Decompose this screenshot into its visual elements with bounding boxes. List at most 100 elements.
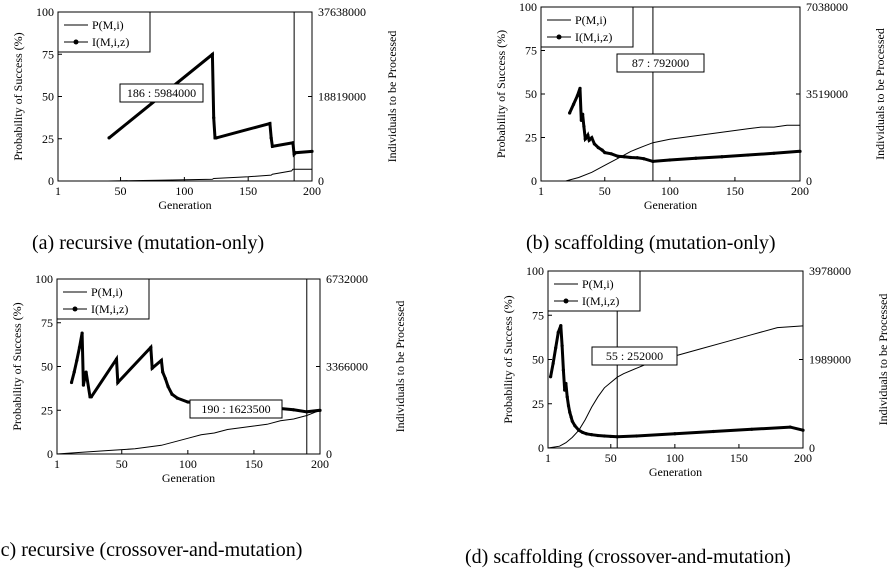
series-point-i [560, 344, 564, 348]
y2-axis-label: Individuals to be Processed [385, 31, 399, 163]
chart-panel-2: 1 50 100 150 200 0 25 50 75 100 0 3366000 6732000 Gen… [0, 265, 440, 561]
series-point-i [586, 133, 590, 137]
chart-panel-0: 1 50 100 150 200 0 25 50 75 100 0 18819000 37638000 G… [0, 0, 440, 254]
series-point-i [587, 138, 591, 142]
x-axis-label: Generation [162, 471, 215, 485]
annotation-label: 55 : 252000 [606, 349, 663, 363]
y-tick-label: 100 [519, 0, 537, 14]
series-point-i [72, 370, 76, 374]
y2-tick-label: 0 [809, 441, 815, 455]
x-tick-label: 200 [794, 451, 812, 465]
series-point-i [584, 136, 589, 140]
series-point-i [577, 428, 581, 432]
series-point-i [746, 153, 750, 157]
series-point-i [568, 111, 572, 115]
series-point-i [569, 415, 573, 419]
y2-tick-label: 37638000 [318, 5, 366, 19]
series-point-i [81, 383, 86, 387]
series-point-i [114, 357, 119, 361]
legend-label-i: I(M,i,z) [582, 294, 619, 308]
series-point-i [75, 358, 79, 363]
series-point-i [80, 331, 84, 335]
series-point-i [166, 384, 170, 389]
y2-tick-label: 6732000 [326, 272, 368, 286]
series-point-i [568, 410, 572, 415]
series-point-i [711, 429, 715, 434]
y-tick-label: 0 [538, 441, 544, 455]
series-point-i [212, 116, 216, 120]
y-tick-label: 25 [532, 397, 544, 411]
legend-marker-i [556, 34, 562, 40]
x-tick-label: 50 [605, 451, 617, 465]
series-point-i [270, 144, 275, 149]
y-axis-label: Probability of Success (%) [11, 32, 25, 160]
series-point-i [673, 432, 677, 436]
y2-tick-label: 0 [326, 447, 332, 461]
annotation-label: 190 : 1623500 [201, 402, 270, 416]
x-tick-label: 150 [245, 457, 263, 471]
y-tick-label: 75 [525, 44, 537, 58]
series-point-i [77, 345, 82, 350]
annotation-box [189, 399, 283, 419]
series-point-i [801, 428, 805, 432]
chart-panel-1: 1 50 100 150 200 0 25 50 75 100 0 3519000 7038000 Gen… [445, 0, 889, 254]
x-tick-label: 100 [179, 457, 197, 471]
series-point-i [571, 102, 576, 106]
series-point-i [175, 396, 179, 400]
series-point-i [310, 149, 314, 153]
y-tick-label: 75 [42, 47, 54, 61]
series-point-i [584, 432, 589, 436]
y2-tick-label: 3978000 [809, 265, 851, 278]
y2-axis-label: Individuals to be Processed [876, 294, 889, 426]
series-point-i [84, 370, 88, 374]
series-point-i [163, 377, 167, 381]
legend-label-i: I(M,i,z) [91, 302, 128, 316]
series-point-i [556, 330, 560, 334]
chart-svg: 1 50 100 150 2000255075100035190007038000Gen… [494, 0, 887, 212]
y2-tick-label: 0 [318, 174, 324, 188]
series-point-i [582, 125, 586, 129]
series-point-i [629, 155, 633, 160]
x-tick-label: 50 [599, 184, 611, 198]
series-point-i [600, 148, 604, 152]
y-axis-label: Probability of Success (%) [494, 30, 508, 158]
x-tick-label: 50 [115, 184, 127, 198]
legend-label-p: P(M,i) [575, 13, 607, 27]
x-axis-label: Generation [158, 198, 211, 212]
annotation-box [119, 83, 204, 103]
series-point-i [293, 151, 298, 155]
y-tick-label: 0 [47, 447, 53, 461]
panel-caption: (d) scaffolding (crossover-and-mutation) [465, 546, 791, 568]
series-line-p [56, 409, 321, 455]
y2-tick-label: 3519000 [806, 87, 848, 101]
panel-caption: (b) scaffolding (mutation-only) [526, 232, 776, 254]
y-tick-label: 25 [525, 131, 537, 145]
series-point-i [210, 52, 215, 56]
x-axis-label: Generation [649, 465, 702, 479]
series-point-i [589, 433, 594, 437]
y-tick-label: 0 [48, 174, 54, 188]
legend-marker-i [73, 39, 79, 45]
series-point-i [561, 368, 565, 372]
series-line-p [547, 325, 804, 449]
series-point-i [69, 380, 74, 385]
y-tick-label: 50 [41, 360, 53, 374]
x-tick-label: 100 [175, 184, 193, 198]
legend-label-i: I(M,i,z) [575, 30, 612, 44]
x-tick-label: 200 [311, 457, 329, 471]
chart-svg: 1 50 100 150 2000255075100019890003978000Gen… [501, 264, 889, 479]
series-point-i [596, 433, 600, 438]
chart-panel-3: 1 50 100 150 200 0 25 50 75 100 0 1989000 3978000 Gen… [445, 264, 889, 568]
y-tick-label: 50 [42, 90, 54, 104]
x-tick-label: 1 [55, 184, 61, 198]
y-tick-label: 25 [41, 403, 53, 417]
series-point-i [570, 419, 574, 423]
series-point-i [578, 86, 582, 90]
series-line-p [58, 168, 312, 182]
series-point-i [651, 159, 655, 164]
series-point-i [564, 381, 568, 386]
series-point-i [214, 136, 218, 140]
series-point-i [548, 375, 553, 379]
x-axis-label: Generation [644, 198, 697, 212]
series-point-i [268, 121, 272, 126]
